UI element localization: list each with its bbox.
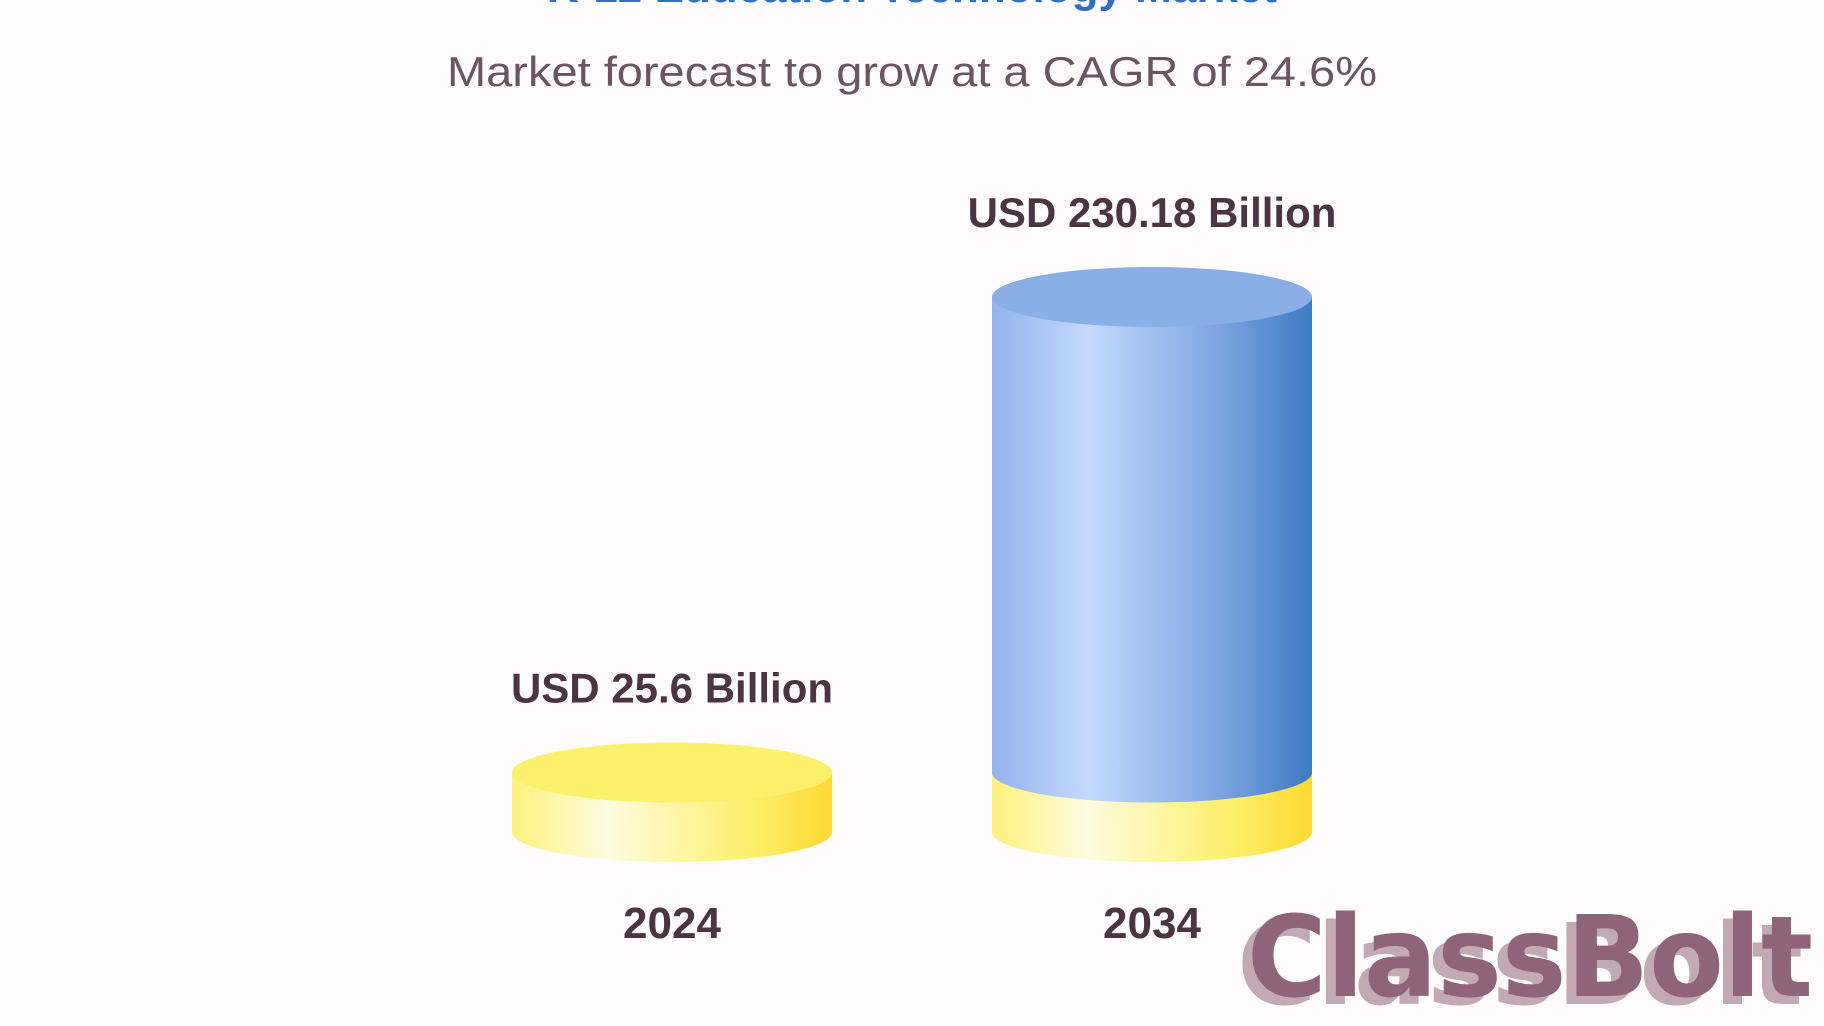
bar-2024-base-top [512, 742, 832, 803]
chart-subtitle: Market forecast to grow at a CAGR of 24.… [447, 48, 1377, 95]
classbolt-logo: ClassBolt [1247, 893, 1813, 1023]
data-label: USD 25.6 Billion [511, 664, 833, 711]
x-tick-label: 2024 [623, 899, 721, 948]
bar-2034-growth-body [992, 297, 1312, 803]
bar-2034-growth-top [992, 267, 1312, 327]
data-label: USD 230.18 Billion [968, 189, 1337, 236]
logo-text: ClassBolt [1247, 893, 1813, 1023]
chart-title: K-12 Education Technology Market [547, 0, 1278, 12]
x-tick-label: 2034 [1103, 899, 1201, 948]
